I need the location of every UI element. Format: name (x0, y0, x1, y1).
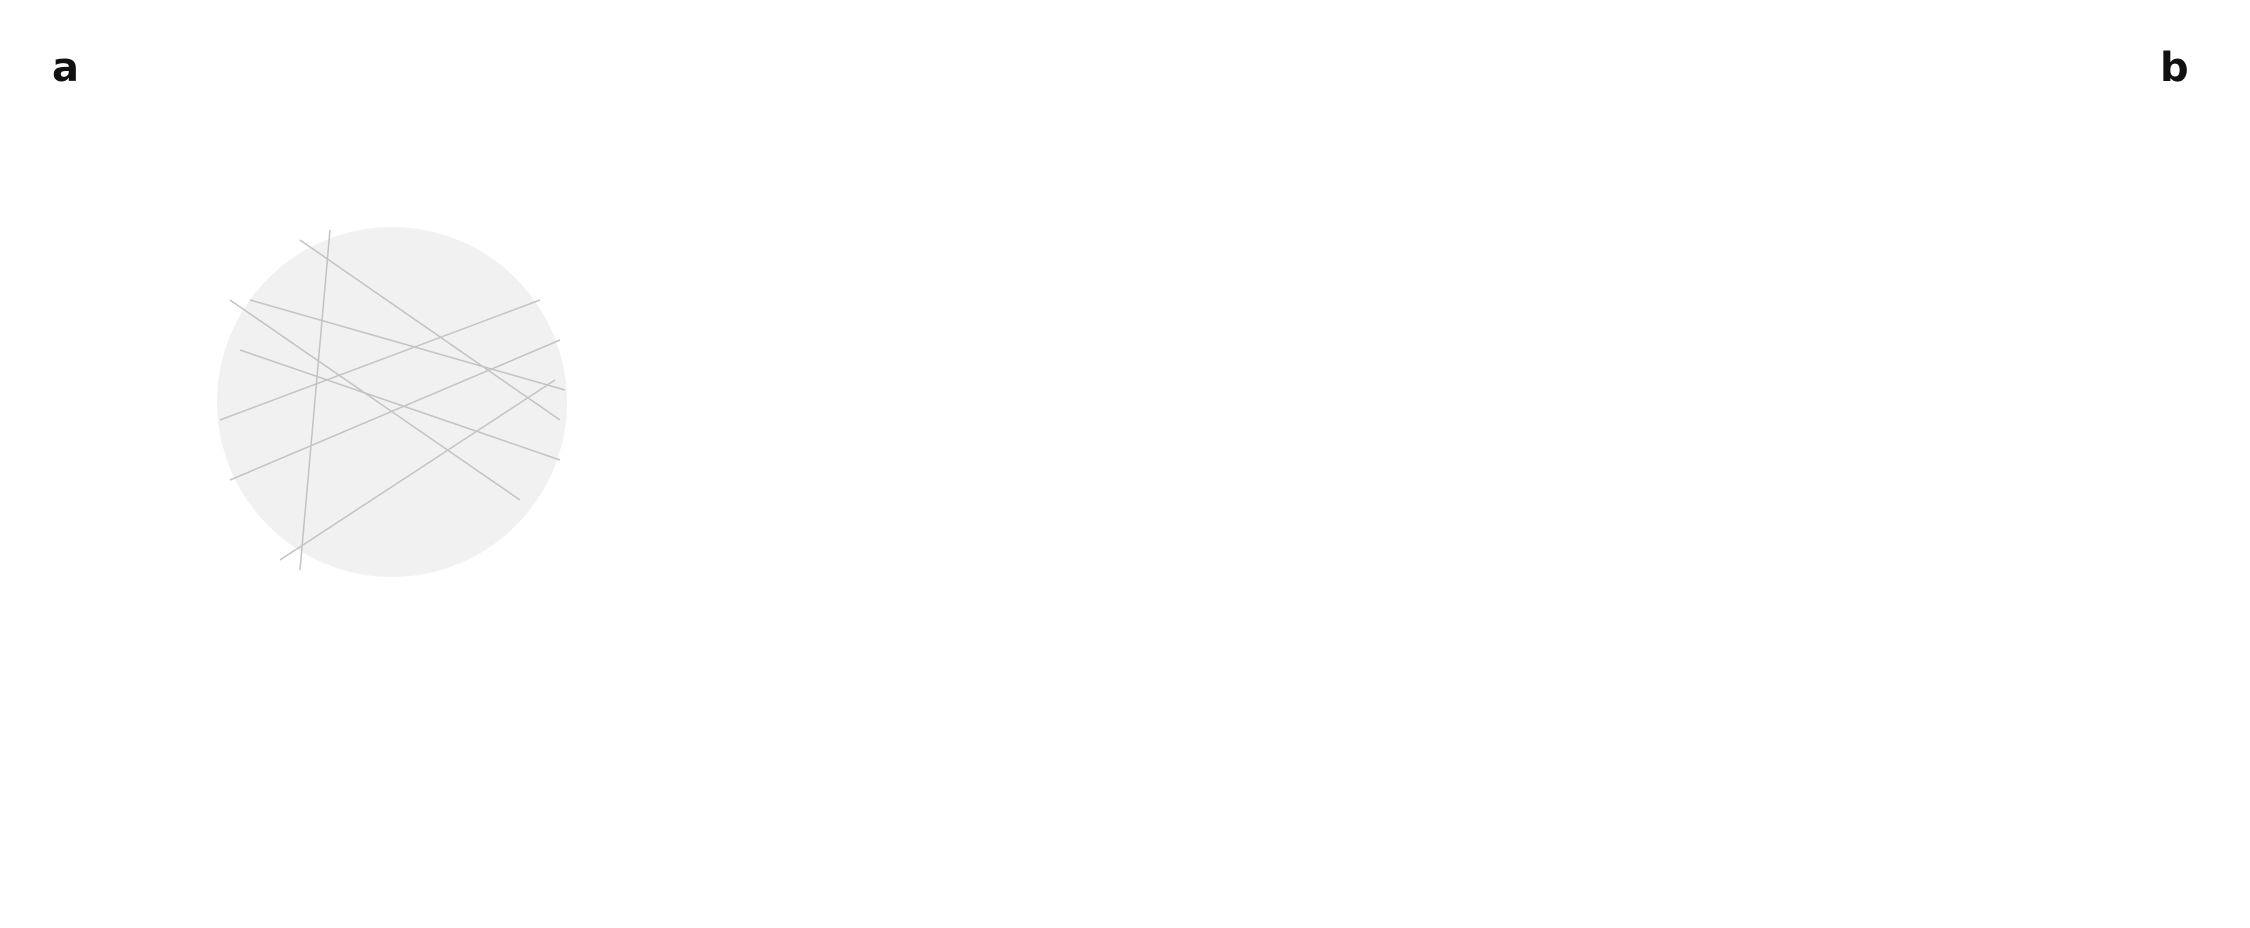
panel-label: a (52, 45, 79, 91)
chord-haze (217, 227, 567, 577)
panel-label: b (2160, 45, 2189, 91)
